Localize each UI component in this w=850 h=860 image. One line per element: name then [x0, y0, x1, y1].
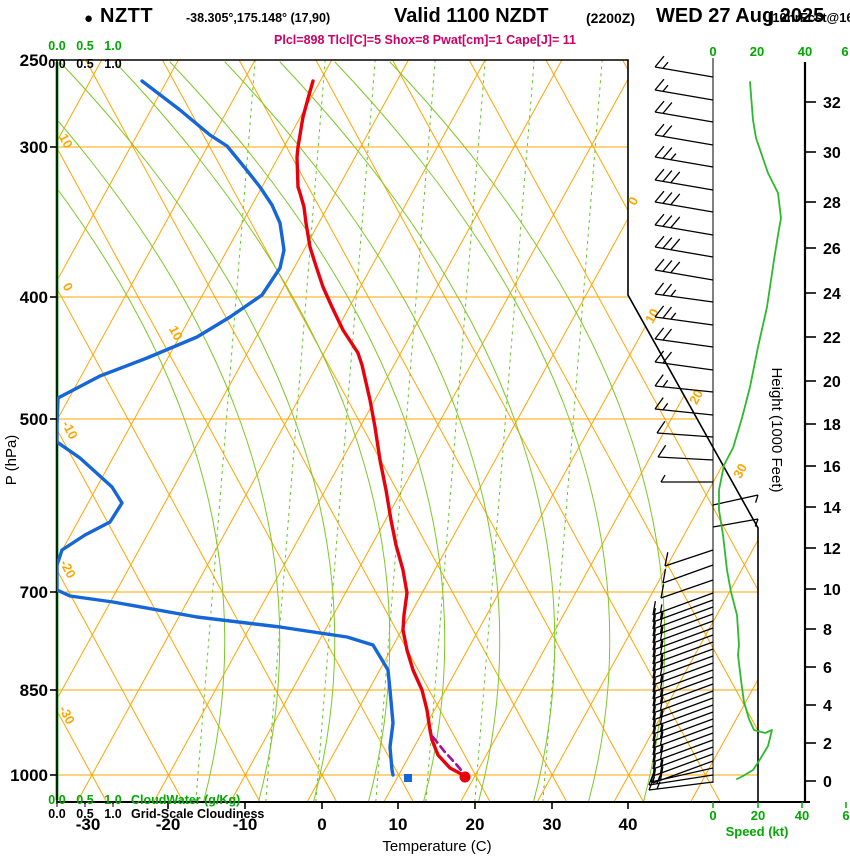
surface-markers	[404, 771, 471, 783]
speed-profile	[718, 81, 782, 780]
svg-text:-10: -10	[233, 815, 258, 834]
svg-text:40: 40	[619, 815, 638, 834]
svg-text:8: 8	[823, 622, 832, 639]
svg-text:Grid-Scale Cloudiness: Grid-Scale Cloudiness	[131, 807, 264, 821]
svg-text:20: 20	[823, 374, 841, 391]
isobar-lines	[57, 146, 758, 776]
svg-text:Speed (kt): Speed (kt)	[726, 824, 789, 839]
pressure-axis: 250 300 400 500 700 850 1000 P (hPa)	[3, 51, 57, 785]
svg-text:26: 26	[823, 241, 841, 258]
svg-text:1.0: 1.0	[104, 807, 121, 821]
svg-text:0: 0	[317, 815, 326, 834]
svg-text:0.5: 0.5	[76, 57, 93, 71]
svg-text:0.0: 0.0	[48, 57, 65, 71]
svg-text:-30: -30	[76, 815, 101, 834]
cloud-scales: 0.00.00.00.00.50.50.50.51.01.01.01.0Clou…	[48, 39, 264, 821]
svg-text:0.0: 0.0	[48, 39, 65, 53]
valid-time: Valid 1100 NZDT	[394, 5, 549, 27]
svg-text:-20: -20	[156, 815, 181, 834]
svg-text:10: 10	[642, 306, 662, 326]
valid-time-z: (2200Z)	[586, 10, 636, 26]
svg-text:30: 30	[543, 815, 562, 834]
svg-text:0: 0	[709, 44, 716, 59]
svg-text:12: 12	[823, 541, 841, 558]
svg-text:250: 250	[20, 51, 48, 70]
svg-text:32: 32	[823, 95, 841, 112]
svg-text:20: 20	[466, 815, 485, 834]
svg-text:10: 10	[166, 323, 186, 343]
chart-title: ● NZTT -38.305°,175.148° (17,90) Valid 1…	[0, 4, 850, 30]
svg-text:14: 14	[823, 500, 841, 517]
svg-text:16: 16	[823, 459, 841, 476]
wind-barbs	[648, 55, 759, 791]
forecast-note: [10hrFcst@1610z]	[768, 10, 850, 25]
moist-and-mixing-lines	[57, 60, 666, 802]
temperature-curve	[295, 79, 467, 778]
svg-text:0: 0	[823, 774, 832, 791]
svg-text:6: 6	[841, 44, 848, 59]
svg-text:40: 40	[798, 44, 812, 59]
station-coords: -38.305°,175.148° (17,90)	[186, 11, 331, 25]
svg-text:28: 28	[823, 195, 841, 212]
svg-text:CloudWater (g/Kg): CloudWater (g/Kg)	[131, 793, 240, 807]
dewpoint-curve	[57, 79, 395, 777]
svg-text:400: 400	[20, 288, 48, 307]
svg-text:6: 6	[823, 660, 832, 677]
temperature-axis: -30 -20 -10 0 10 20 30 40 Temperature (C)	[76, 802, 638, 855]
svg-text:Height (1000 Feet): Height (1000 Feet)	[768, 367, 785, 492]
svg-text:30: 30	[823, 145, 841, 162]
svg-text:0.0: 0.0	[48, 793, 65, 807]
valid-date: WED 27 Aug 2025	[656, 5, 825, 27]
svg-text:4: 4	[823, 698, 832, 715]
svg-text:22: 22	[823, 330, 841, 347]
sounding-indices: Plcl=898 Tlcl[C]=5 Shox=8 Pwat[cm]=1 Cap…	[274, 33, 576, 47]
svg-text:P (hPa): P (hPa)	[3, 435, 20, 486]
station-bullet-icon: ●	[84, 10, 94, 27]
svg-text:Temperature (C): Temperature (C)	[382, 838, 491, 855]
svg-text:40: 40	[795, 808, 809, 823]
svg-text:-30: -30	[56, 703, 78, 727]
svg-text:0.5: 0.5	[76, 793, 93, 807]
svg-text:0: 0	[709, 808, 716, 823]
parcel-path	[431, 735, 468, 778]
svg-text:10: 10	[823, 582, 841, 599]
svg-text:1.0: 1.0	[104, 793, 121, 807]
svg-text:0.5: 0.5	[76, 807, 93, 821]
svg-text:1.0: 1.0	[104, 39, 121, 53]
svg-text:0.0: 0.0	[48, 807, 65, 821]
svg-text:0.5: 0.5	[76, 39, 93, 53]
plot-border	[56, 59, 810, 803]
svg-text:30: 30	[730, 461, 750, 481]
svg-text:10: 10	[56, 131, 76, 151]
svg-text:700: 700	[20, 583, 48, 602]
svg-text:20: 20	[751, 808, 765, 823]
svg-text:20: 20	[686, 387, 706, 407]
svg-text:1.0: 1.0	[104, 57, 121, 71]
svg-text:6: 6	[842, 808, 849, 823]
svg-text:850: 850	[20, 681, 48, 700]
svg-text:24: 24	[823, 286, 841, 303]
svg-text:300: 300	[20, 138, 48, 157]
svg-text:500: 500	[20, 410, 48, 429]
svg-text:10: 10	[389, 815, 408, 834]
svg-text:2: 2	[823, 736, 832, 753]
svg-text:20: 20	[750, 44, 764, 59]
station-id: NZTT	[100, 5, 154, 27]
svg-text:0: 0	[60, 280, 77, 293]
isotherm-adiabat-grid	[57, 60, 758, 802]
svg-text:18: 18	[823, 417, 841, 434]
svg-text:1000: 1000	[10, 766, 48, 785]
